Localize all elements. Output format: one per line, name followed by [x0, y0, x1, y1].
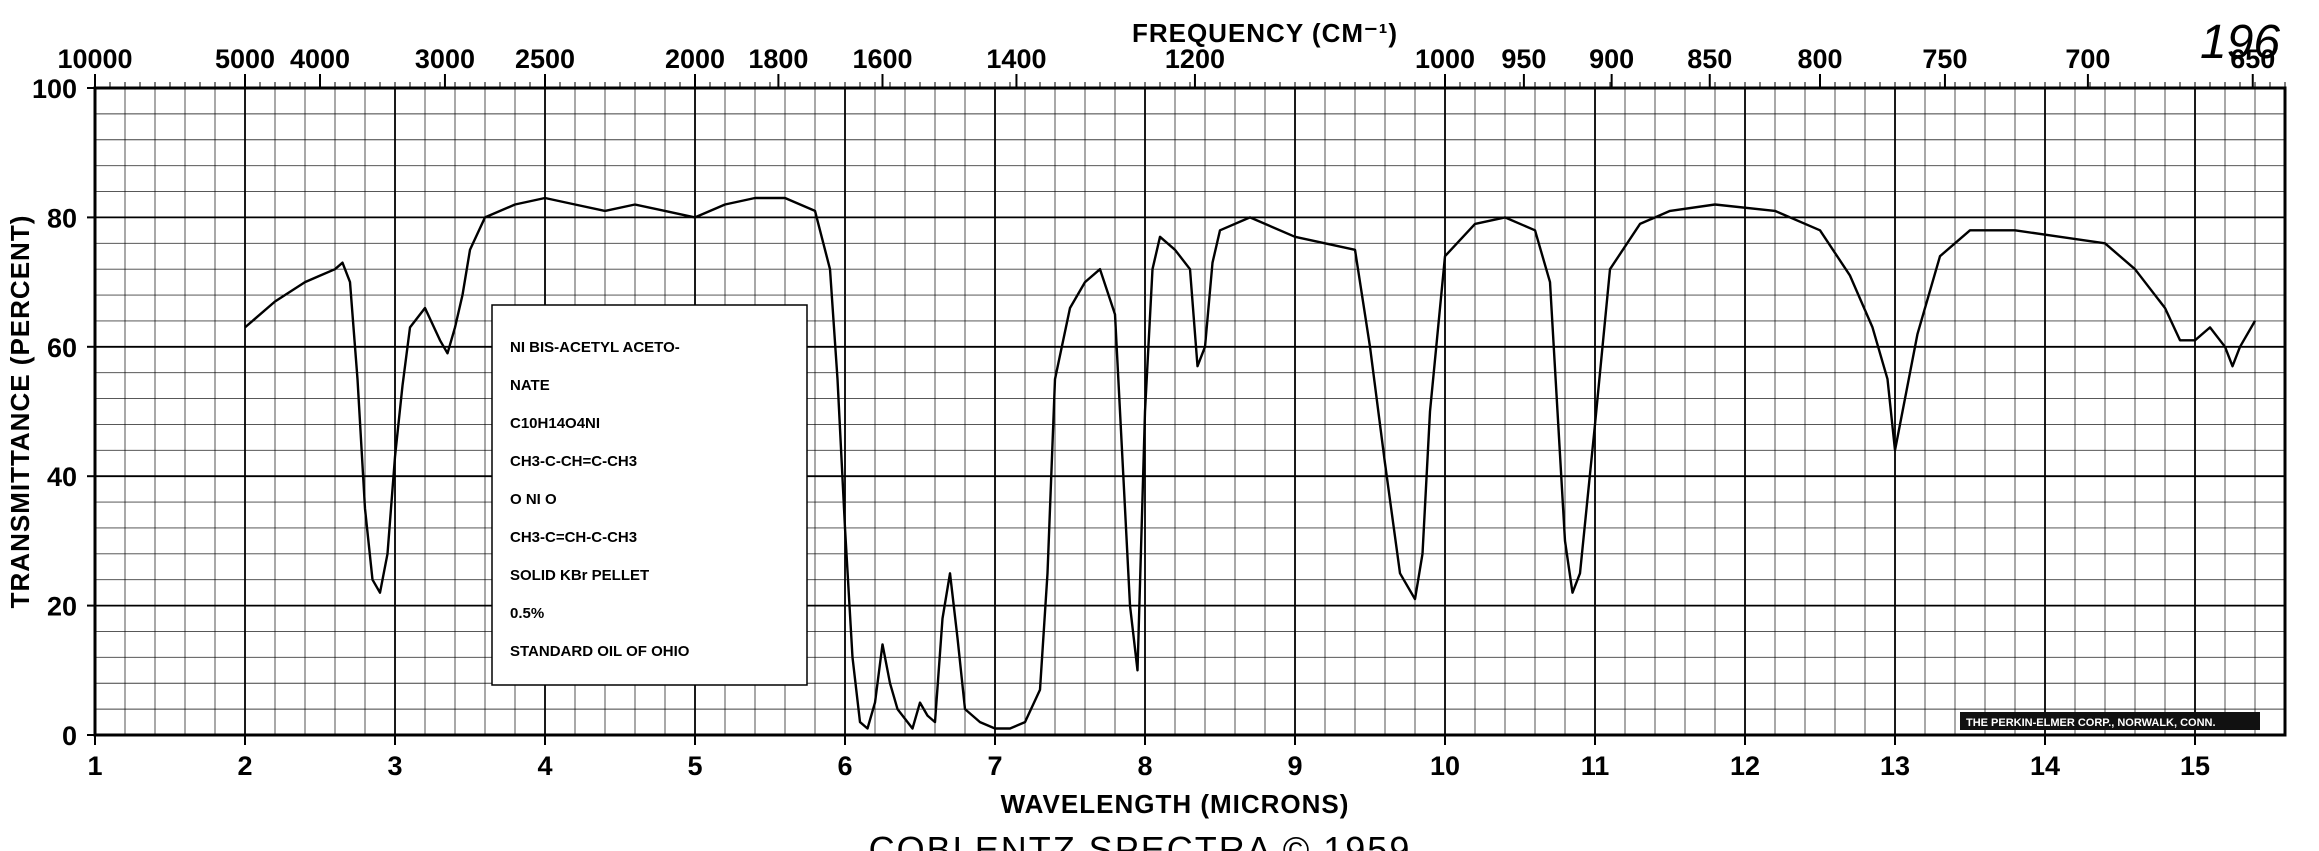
sample-label-line: NI BIS-ACETYL ACETO- — [510, 339, 680, 356]
top-tick-label: 5000 — [215, 44, 275, 74]
x-tick-label: 3 — [387, 751, 402, 781]
y-tick-label: 40 — [47, 462, 77, 492]
plot-frame — [93, 86, 2287, 737]
top-tick-label: 10000 — [57, 44, 132, 74]
top-tick-label: 650 — [2230, 44, 2275, 74]
wavelength-axis-title: WAVELENGTH (MICRONS) — [1001, 789, 1350, 819]
x-tick-label: 9 — [1287, 751, 1302, 781]
sample-label-line: SOLID KBr PELLET — [510, 567, 649, 584]
x-tick-label: 14 — [2030, 751, 2060, 781]
top-tick-label: 800 — [1797, 44, 1842, 74]
y-tick-label: 100 — [32, 74, 77, 104]
top-tick-label: 3000 — [415, 44, 475, 74]
x-tick-label: 10 — [1430, 751, 1460, 781]
wavelength-axis: 1 2 3 4 5 6 7 8 9 10 11 12 13 14 15 — [87, 735, 2210, 781]
chart-grid — [94, 87, 2286, 736]
spectrum-line — [244, 196, 2257, 730]
top-tick-label: 1800 — [748, 44, 808, 74]
top-tick-label: 1400 — [986, 44, 1046, 74]
top-tick-label: 1200 — [1165, 44, 1225, 74]
y-tick-label: 80 — [47, 203, 77, 233]
x-tick-label: 15 — [2180, 751, 2210, 781]
frequency-axis: 10000 5000 4000 3000 2500 2000 1800 1600 1400 120… — [57, 44, 2286, 88]
top-tick-label: 2000 — [665, 44, 725, 74]
frequency-axis-title: FREQUENCY (CM⁻¹) — [1132, 18, 1398, 48]
top-tick-label: 900 — [1589, 44, 1634, 74]
sample-label-line: CH3-C-CH=C-CH3 — [510, 453, 637, 470]
y-tick-label: 60 — [47, 333, 77, 363]
sample-label-box: NI BIS-ACETYL ACETO- NATE C10H14O4NI CH3-C-… — [491, 304, 808, 686]
copyright-footer: COBLENTZ SPECTRA © 1959 — [869, 829, 1412, 851]
top-tick-label: 700 — [2065, 44, 2110, 74]
y-tick-label: 0 — [62, 721, 77, 751]
top-tick-label: 1600 — [852, 44, 912, 74]
top-tick-label: 850 — [1687, 44, 1732, 74]
top-tick-label: 2500 — [515, 44, 575, 74]
x-tick-label: 1 — [87, 751, 102, 781]
x-tick-label: 2 — [237, 751, 252, 781]
sample-label-line: O NI O — [510, 491, 557, 508]
sample-label-line: STANDARD OIL OF OHIO — [510, 643, 690, 660]
sample-label-line: NATE — [510, 377, 550, 394]
top-tick-label: 4000 — [290, 44, 350, 74]
x-tick-label: 7 — [987, 751, 1002, 781]
transmittance-axis: 0 20 40 60 80 100 — [32, 74, 95, 751]
top-tick-label: 750 — [1922, 44, 1967, 74]
top-tick-label: 950 — [1501, 44, 1546, 74]
sample-label-line: CH3-C=CH-C-CH3 — [510, 529, 637, 546]
x-tick-label: 8 — [1137, 751, 1152, 781]
page-number: 196 — [2200, 16, 2280, 69]
maker-label-text: THE PERKIN-ELMER CORP., NORWALK, CONN. — [1966, 717, 2216, 729]
maker-label: THE PERKIN-ELMER CORP., NORWALK, CONN. — [1960, 712, 2260, 730]
transmittance-axis-title: TRANSMITTANCE (PERCENT) — [5, 215, 35, 609]
x-tick-label: 13 — [1880, 751, 1910, 781]
x-tick-label: 5 — [687, 751, 702, 781]
top-tick-label: 1000 — [1415, 44, 1475, 74]
sample-label-line: C10H14O4NI — [510, 415, 600, 432]
x-tick-label: 12 — [1730, 751, 1760, 781]
x-tick-label: 11 — [1581, 751, 1610, 781]
x-tick-label: 6 — [837, 751, 852, 781]
sample-label-line: 0.5% — [510, 605, 544, 622]
x-tick-label: 4 — [537, 751, 552, 781]
y-tick-label: 20 — [47, 592, 77, 622]
